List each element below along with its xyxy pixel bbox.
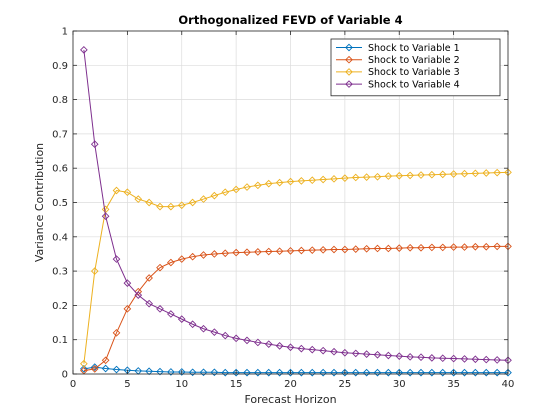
x-tick-label: 25	[339, 379, 352, 390]
y-tick-label: 0.4	[52, 232, 68, 243]
y-axis-label: Variance Contribution	[33, 143, 46, 262]
y-tick-label: 0.8	[52, 95, 68, 106]
y-tick-label: 0.7	[52, 129, 68, 140]
x-tick-label: 0	[70, 379, 76, 390]
chart-title: Orthogonalized FEVD of Variable 4	[178, 13, 402, 27]
y-tick-label: 0.1	[52, 335, 68, 346]
legend-label: Shock to Variable 1	[368, 43, 460, 54]
x-tick-label: 30	[393, 379, 406, 390]
x-tick-label: 15	[230, 379, 243, 390]
y-tick-label: 0.5	[52, 198, 68, 209]
x-tick-label: 10	[175, 379, 188, 390]
y-tick-label: 1	[62, 27, 68, 38]
y-tick-label: 0	[62, 370, 68, 381]
legend-label: Shock to Variable 3	[368, 67, 460, 78]
x-tick-label: 40	[502, 379, 515, 390]
y-tick-label: 0.2	[52, 301, 68, 312]
legend-label: Shock to Variable 4	[368, 79, 460, 90]
x-axis-label: Forecast Horizon	[244, 393, 336, 406]
y-tick-label: 0.9	[52, 61, 68, 72]
x-tick-label: 5	[124, 379, 130, 390]
x-tick-label: 20	[284, 379, 297, 390]
y-tick-label: 0.6	[52, 164, 68, 175]
x-tick-label: 35	[447, 379, 460, 390]
y-tick-label: 0.3	[52, 267, 68, 278]
legend-label: Shock to Variable 2	[368, 55, 460, 66]
